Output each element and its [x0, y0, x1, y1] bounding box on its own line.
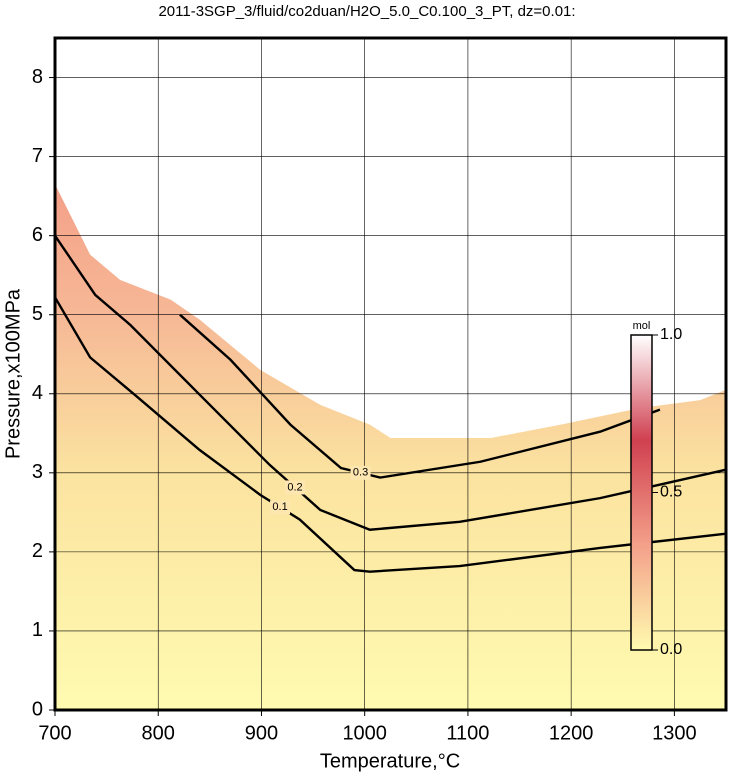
- x-tick-label: 1100: [446, 722, 489, 744]
- y-axis-label: Pressure,x100MPa: [2, 288, 24, 459]
- x-tick-label: 700: [38, 722, 71, 744]
- y-tick-label: 8: [32, 66, 43, 88]
- y-tick-label: 4: [32, 382, 43, 404]
- contour-label-bg: [285, 480, 306, 495]
- contour-label: 0.3: [353, 467, 368, 479]
- x-tick-label: 1300: [652, 722, 697, 744]
- contour-line: [53, 296, 727, 573]
- data-region: [55, 184, 726, 711]
- y-tick-label: 7: [32, 145, 43, 167]
- y-tick-label: 2: [32, 540, 43, 562]
- chart-title: 2011-3SGP_3/fluid/co2duan/H2O_5.0_C0.100…: [158, 3, 575, 20]
- contour-label-bg: [350, 465, 371, 480]
- contour-label: 0.1: [272, 501, 287, 513]
- y-tick-label: 6: [32, 224, 43, 246]
- x-tick-label: 900: [245, 722, 278, 744]
- x-tick-label: 1200: [549, 722, 594, 744]
- colorbar: [630, 334, 653, 651]
- colorbar-tick-label: 0.0: [660, 641, 682, 658]
- contour-label: 0.2: [287, 481, 302, 493]
- y-tick-label: 0: [32, 698, 43, 720]
- y-tick-label: 1: [32, 619, 43, 641]
- y-tick-label: 3: [32, 461, 43, 483]
- y-tick-label: 5: [32, 303, 43, 325]
- colorbar-tick-label: 1.0: [660, 326, 682, 343]
- x-tick-label: 800: [142, 722, 175, 744]
- x-axis-label: Temperature,°C: [320, 750, 460, 772]
- colorbar-tick-label: 0.5: [660, 484, 682, 501]
- plot-frame: [53, 36, 728, 712]
- colorbar-label: mol: [633, 320, 651, 332]
- x-tick-label: 1000: [342, 722, 387, 744]
- contour-label-bg: [270, 500, 291, 515]
